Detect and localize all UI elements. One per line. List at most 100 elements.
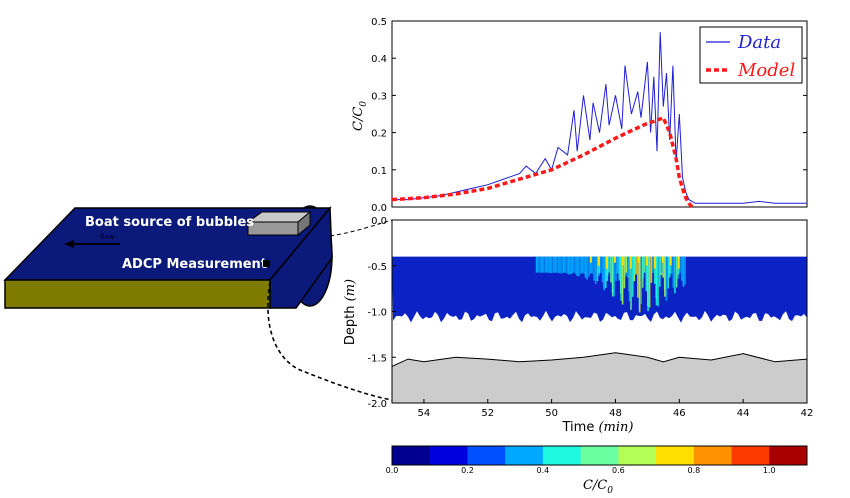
concentration-peak-cell [613,256,616,263]
concentration-peak-cell [589,256,592,263]
concentration-streak [599,256,602,273]
concentration-streak [667,256,669,289]
adcp-marker [263,260,270,267]
concentration-peak-cell [605,256,608,269]
concentration-streak [539,256,541,273]
bottom-y-tick-label: -0.5 [367,262,387,273]
concentration-streak [541,256,543,273]
flow-label: flow [100,233,115,241]
concentration-streak [591,256,594,274]
concentration-streak [613,256,615,297]
riverbed-layer [4,279,271,309]
concentration-streak [684,256,686,285]
concentration-streak [601,256,604,283]
concentration-streak [674,256,676,294]
concentration-streak [551,256,553,273]
concentration-streak [642,256,644,279]
colorbar-tick-label: 0.6 [612,466,625,475]
concentration-streak [542,256,545,273]
boat-side [297,210,311,237]
colorbar-tick-label: 1.0 [763,466,776,475]
colorbar-block [542,446,582,465]
concentration-peak-cell [621,256,624,266]
concentration-streak [554,256,557,273]
concentration-streak [576,256,579,276]
bottom-x-ticks: 54 52 50 48 46 44 42 [418,399,814,419]
top-y-axis-label: C/C0 [351,101,369,131]
colorbar-block [618,446,657,465]
concentration-streak [630,256,632,310]
x-tick-label: 42 [801,408,814,419]
x-tick-label: 50 [545,408,558,419]
concentration-streak [571,256,573,274]
concentration-streak [635,256,637,275]
bottom-y-tick-label: 0.0 [371,216,387,227]
colorbar-tick-label: 0.0 [386,466,399,475]
concentration-streak [574,256,577,274]
concentration-streak [566,256,568,274]
concentration-peak-cell [677,256,680,269]
concentration-streak [610,256,612,283]
colorbar-blocks [392,446,808,465]
x-tick-label: 48 [609,408,622,419]
legend-data-label: Data [737,32,781,53]
concentration-streak [626,256,629,278]
bottom-y-tick-label: -2.0 [367,399,387,410]
concentration-streak [655,256,658,306]
colorbar-block [467,446,506,465]
colorbar-ticks: 0.0 0.2 0.4 0.6 0.8 1.0 [386,466,776,475]
top-y-tick-label: 0.3 [371,91,387,102]
concentration-streak [621,256,624,305]
concentration-streak [618,256,621,281]
concentration-streak [588,256,590,277]
bottom-y-tick-label: -1.0 [367,308,387,319]
concentration-streak [637,256,639,298]
concentration-streak [682,256,685,288]
concentration-streak [625,256,627,273]
concentration-streak [611,256,614,297]
concentration-streak [586,256,588,280]
concentration-streak [547,256,550,273]
concentration-streak [657,256,659,307]
colorbar-block [769,446,808,465]
concentration-streak [638,256,641,313]
concentration-peak-cell [597,256,600,266]
top-y-tick-label: 0.2 [371,129,387,140]
concentration-streak [653,256,656,284]
concentration-streak [569,256,572,275]
top-y-tick-label: 0.0 [371,203,387,214]
x-axis-label: Time (min) [562,420,634,435]
legend: Data Model [699,26,803,84]
concentration-streak [536,256,538,273]
top-y-tick-label: 0.5 [371,17,387,28]
boat-label: Boat source of bubbles [85,215,254,230]
concentration-streak [665,256,668,301]
concentration-streak [603,256,606,291]
colorbar-block [392,446,431,465]
concentration-streak [605,256,607,288]
concentration-streak [633,256,636,275]
concentration-peak-cell [637,256,640,263]
concentration-streak [584,256,587,279]
concentration-streak [581,256,584,273]
concentration-streak [620,256,622,301]
concentration-streak [594,256,597,285]
legend-box [699,26,803,84]
connector-bottom [267,281,393,401]
colorbar-block [429,446,468,465]
concentration-streak [615,256,617,281]
colorbar-block [580,446,619,465]
concentration-streak [559,256,561,274]
x-tick-label: 52 [481,408,494,419]
measured-concentration-band [392,256,807,323]
concentration-peak-cell [645,256,648,266]
x-tick-label: 44 [737,408,750,419]
bottom-y-tick-label: -1.5 [367,353,387,364]
colorbar-block [693,446,733,465]
series-line-model [391,115,694,209]
concentration-streak [648,256,651,308]
bottom-y-axis-label: Depth (m) [343,279,358,345]
concentration-streak [546,256,548,273]
